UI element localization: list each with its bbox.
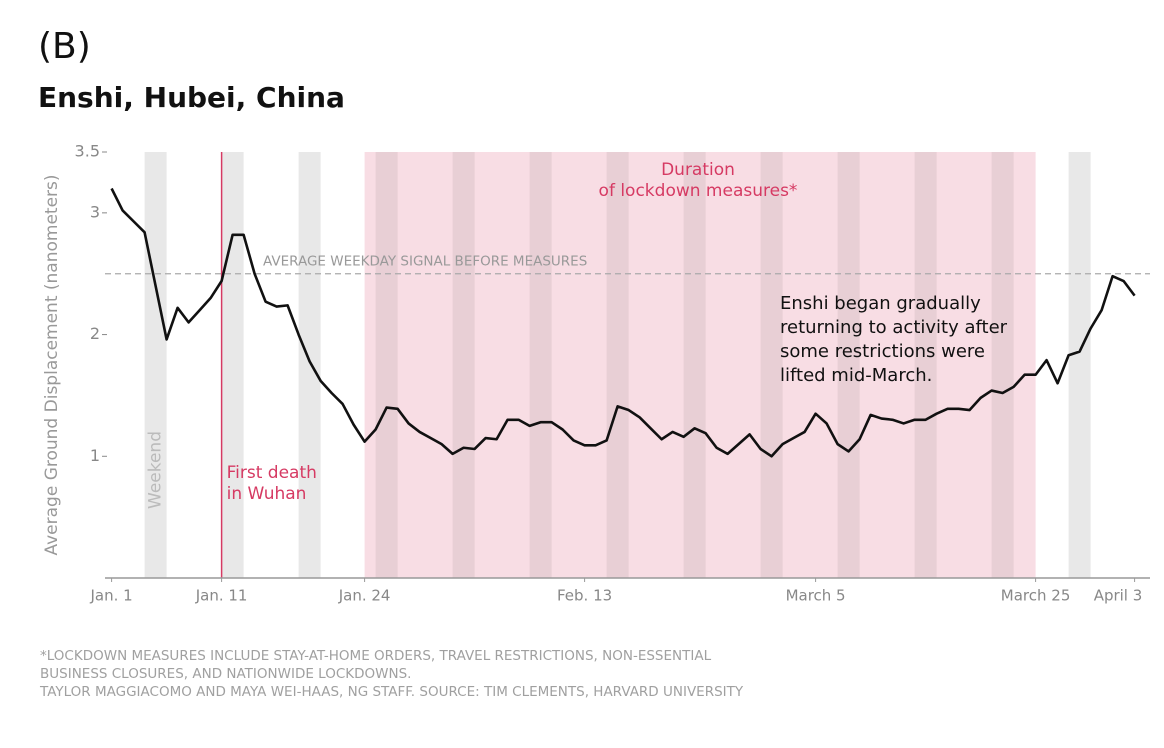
reference-label: AVERAGE WEEKDAY SIGNAL BEFORE MEASURES <box>263 254 587 270</box>
weekend-band <box>452 152 475 578</box>
lockdown-label: Duration <box>661 160 735 180</box>
weekend-band <box>606 152 629 578</box>
footnote: TAYLOR MAGGIACOMO AND MAYA WEI-HAAS, NG … <box>39 684 744 700</box>
first-death-label: in Wuhan <box>227 484 307 504</box>
weekend-band <box>298 152 321 578</box>
x-tick-label: April 3 <box>1094 587 1143 605</box>
note: returning to activity after <box>780 317 1008 338</box>
footnote: BUSINESS CLOSURES, AND NATIONWIDE LOCKDO… <box>40 666 411 682</box>
y-axis-label: Average Ground Displacement (nanometers) <box>42 174 62 555</box>
x-tick-label: Jan. 1 <box>89 587 132 605</box>
x-tick-label: Jan. 24 <box>338 587 391 605</box>
note: lifted mid-March. <box>780 365 932 386</box>
y-tick-label: 1 <box>90 446 100 465</box>
weekend-band <box>914 152 937 578</box>
note: some restrictions were <box>780 341 985 362</box>
weekend-band <box>221 152 244 578</box>
footnote: *LOCKDOWN MEASURES INCLUDE STAY-AT-HOME … <box>40 648 712 664</box>
y-tick-label: 2 <box>90 324 100 343</box>
weekend-band <box>1068 152 1091 578</box>
weekend-band <box>837 152 860 578</box>
weekend-band <box>760 152 783 578</box>
weekend-band <box>991 152 1014 578</box>
data-line <box>110 187 1136 458</box>
x-tick-label: Feb. 13 <box>557 587 612 605</box>
weekend-label: Weekend <box>146 431 166 509</box>
x-tick-label: March 25 <box>1001 587 1071 605</box>
x-tick-label: Jan. 11 <box>195 587 248 605</box>
first-death-label: First death <box>227 463 317 483</box>
weekend-band <box>375 152 398 578</box>
lockdown-label: of lockdown measures* <box>599 181 798 201</box>
y-tick-label: 3.5 <box>75 142 100 161</box>
weekend-band <box>683 152 706 578</box>
weekend-band <box>529 152 552 578</box>
y-tick-label: 3 <box>90 202 100 221</box>
weekend-band <box>144 152 167 578</box>
note: Enshi began gradually <box>780 293 981 314</box>
chart-title: Enshi, Hubei, China <box>38 81 345 114</box>
x-tick-label: March 5 <box>786 587 846 605</box>
panel-label: (B) <box>38 26 91 67</box>
